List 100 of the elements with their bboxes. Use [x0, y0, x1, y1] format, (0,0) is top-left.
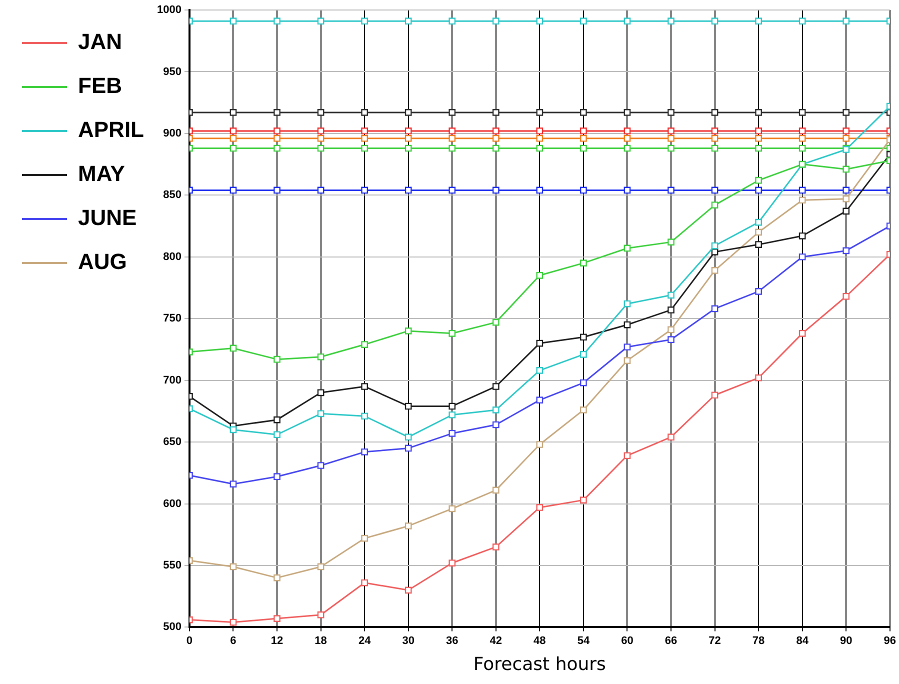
point — [580, 379, 587, 386]
y-tick-label: 1000 — [156, 4, 182, 16]
point — [755, 228, 762, 236]
point — [317, 144, 324, 152]
point — [317, 186, 324, 194]
point — [404, 586, 412, 594]
point — [274, 128, 280, 134]
point — [711, 305, 718, 312]
point — [755, 109, 762, 116]
point — [317, 611, 324, 618]
x-tick-label: 90 — [840, 634, 852, 647]
point — [536, 128, 544, 134]
point — [536, 504, 544, 511]
point — [230, 18, 237, 25]
point — [580, 260, 587, 266]
point — [492, 486, 500, 494]
point — [317, 353, 324, 360]
point — [842, 292, 850, 300]
point — [580, 128, 587, 134]
x-tick-label: 72 — [708, 634, 721, 647]
point — [536, 144, 544, 152]
point — [624, 244, 631, 252]
point — [404, 18, 412, 25]
point — [842, 195, 850, 202]
x-tick-label: 60 — [621, 634, 634, 647]
point — [798, 330, 806, 337]
point — [668, 306, 674, 314]
y-tick-label: 900 — [163, 127, 182, 140]
point — [361, 18, 368, 25]
x-tick-label: 12 — [270, 634, 284, 647]
legend-label: AUG — [78, 249, 127, 274]
y-tick-label: 550 — [163, 560, 182, 572]
point — [230, 134, 237, 142]
x-tick-label: 6 — [230, 634, 236, 647]
point — [580, 109, 587, 116]
point — [361, 534, 368, 542]
point — [624, 344, 631, 350]
point — [230, 480, 237, 488]
point — [361, 128, 368, 134]
point — [536, 367, 544, 374]
point — [492, 18, 500, 25]
point — [668, 336, 674, 344]
point — [580, 334, 587, 341]
point — [536, 134, 544, 142]
point — [668, 144, 674, 152]
point — [492, 383, 500, 390]
point — [230, 144, 237, 152]
point — [492, 421, 500, 428]
point — [448, 18, 456, 25]
point — [317, 410, 324, 418]
legend-label: JUNE — [78, 205, 137, 230]
y-tick-label: 950 — [163, 66, 182, 78]
legend-label: FEB — [78, 73, 122, 98]
point — [448, 402, 456, 410]
x-tick-label: 36 — [446, 634, 458, 647]
point — [361, 383, 368, 390]
point — [361, 144, 368, 152]
point — [711, 144, 718, 152]
point — [361, 134, 368, 142]
point — [711, 128, 718, 134]
point — [668, 292, 674, 299]
point — [492, 186, 500, 194]
point — [711, 18, 718, 25]
point — [536, 18, 544, 25]
point — [798, 144, 806, 152]
point — [798, 253, 806, 260]
x-tick-label: 96 — [884, 634, 896, 647]
point — [624, 134, 631, 142]
point — [492, 318, 500, 326]
point — [404, 144, 412, 152]
point — [274, 574, 280, 582]
point — [624, 18, 631, 25]
point — [580, 406, 587, 414]
point — [230, 618, 237, 626]
point — [755, 176, 762, 184]
point — [492, 128, 500, 134]
point — [492, 406, 500, 414]
point — [755, 128, 762, 134]
y-tick-label: 700 — [163, 374, 182, 386]
point — [755, 241, 762, 248]
point — [317, 18, 324, 25]
point — [842, 109, 850, 116]
point — [711, 392, 718, 399]
point — [274, 473, 280, 480]
point — [230, 128, 237, 134]
point — [404, 186, 412, 194]
point — [274, 134, 280, 142]
point — [624, 109, 631, 116]
point — [624, 144, 631, 152]
point — [317, 134, 324, 142]
point — [536, 340, 544, 347]
point — [448, 144, 456, 152]
point — [536, 396, 544, 404]
point — [798, 186, 806, 194]
x-tick-label: 0 — [186, 634, 193, 647]
point — [448, 186, 456, 194]
point — [798, 196, 806, 204]
legend-label: JAN — [78, 29, 122, 54]
point — [317, 109, 324, 116]
x-tick-label: 54 — [577, 634, 590, 647]
